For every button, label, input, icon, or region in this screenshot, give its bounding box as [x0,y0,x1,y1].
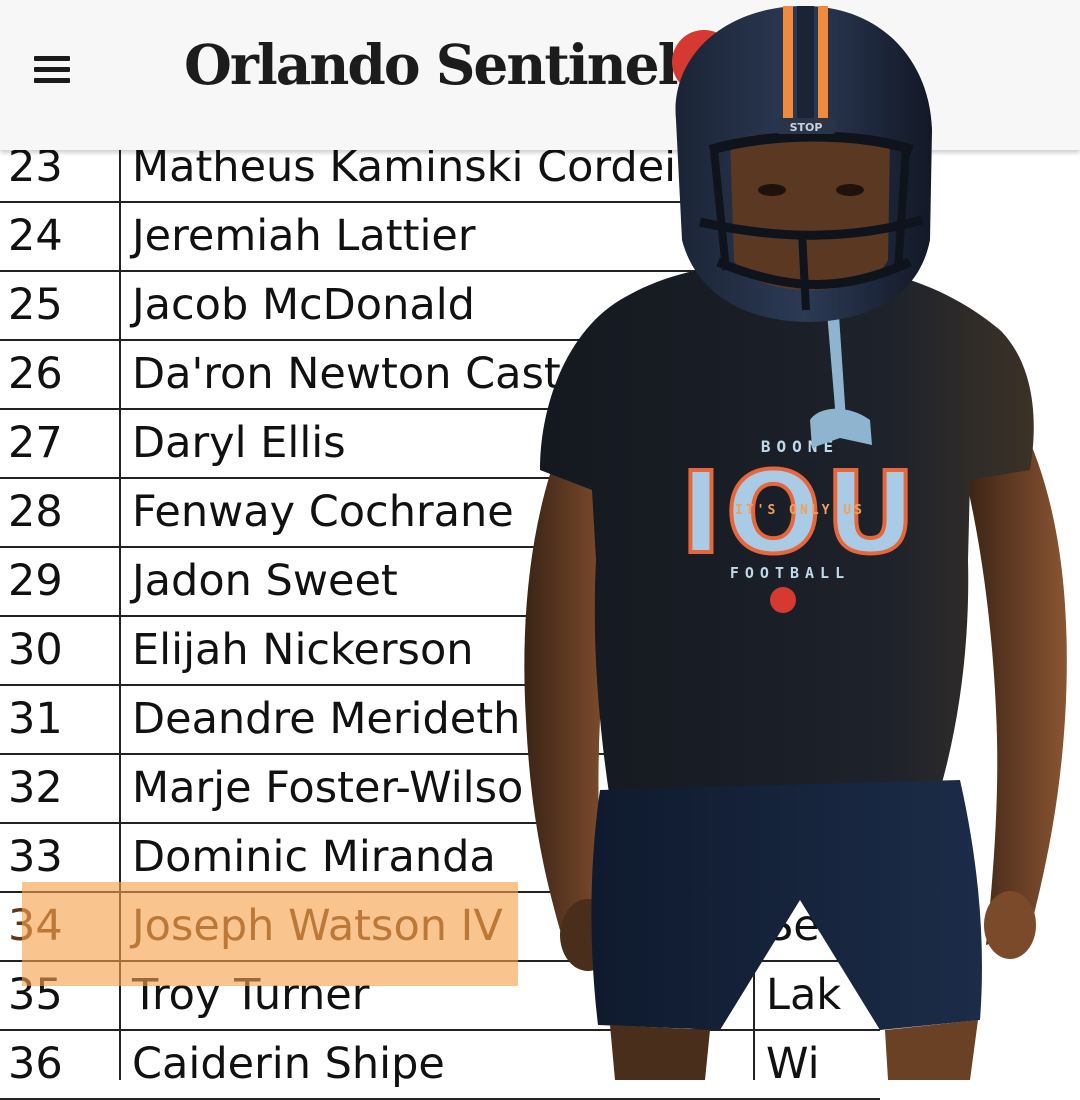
shorts [591,780,982,1030]
hamburger-menu-icon[interactable] [34,56,72,86]
player-name: Jadon Sweet [132,556,398,606]
player-name: Daryl Ellis [132,418,346,468]
table-row: 24 Jeremiah Lattier [0,201,880,272]
table-row: 27 Daryl Ellis [0,408,880,479]
right-arm [966,420,1067,945]
table-row: 25 Jacob McDonald [0,270,880,341]
mascot-icon [770,587,796,613]
table-row: 30 Elijah Nickerson [0,615,880,686]
player-name: Elijah Nickerson [132,625,474,675]
rank-number: 33 [8,832,63,882]
player-name: Marje Foster-Wilso [132,763,524,813]
rank-number: 36 [8,1039,63,1089]
table-row: 26 Da'ron Newton Caste [0,339,880,410]
rank-number: 30 [8,625,63,675]
column-divider [119,132,121,1080]
school-name: Lak [766,970,842,1020]
shirt [540,261,1034,800]
shirt-graphic: BOONE IOU IT'S ONLY US FOOTBALL [678,437,920,613]
table-row: 29 Jadon Sweet [0,546,880,617]
player-name: Jacob McDonald [132,280,475,330]
player-name: Dominic Miranda [132,832,496,882]
rank-number: 23 [8,142,63,192]
table-row: 31 Deandre Merideth [0,684,880,755]
site-masthead[interactable]: Orlando Sentinel [184,32,679,97]
helmet-text: STOP [790,121,823,134]
player-name: Matheus Kaminski Cordeir [132,142,694,192]
player-name: Caiderin Shipe [132,1039,445,1089]
rank-number: 32 [8,763,63,813]
table-row: 32 Marje Foster-Wilso [0,753,880,824]
shirt-bottom-text: FOOTBALL [730,564,850,582]
highlight-marker [22,882,518,986]
player-photo: BOONE IOU IT'S ONLY US FOOTBALL STOP [524,5,1067,1080]
rank-number: 29 [8,556,63,606]
player-name: Da'ron Newton Caste [132,349,588,399]
player-name: Jeremiah Lattier [132,211,476,261]
table-row: 28 Fenway Cochrane [0,477,880,548]
rank-number: 25 [8,280,63,330]
helmet: STOP [675,5,932,322]
player-name: Fenway Cochrane [132,487,514,537]
rank-number: 27 [8,418,63,468]
rank-number: 31 [8,694,63,744]
rank-number: 28 [8,487,63,537]
rank-number: 26 [8,349,63,399]
rank-number: 24 [8,211,63,261]
player-name: Deandre Merideth [132,694,521,744]
shirt-tagline-text: IT'S ONLY US [735,503,865,518]
table-row: 23 Matheus Kaminski Cordeir [0,132,880,203]
shirt-logo-text: IOU [680,449,920,579]
